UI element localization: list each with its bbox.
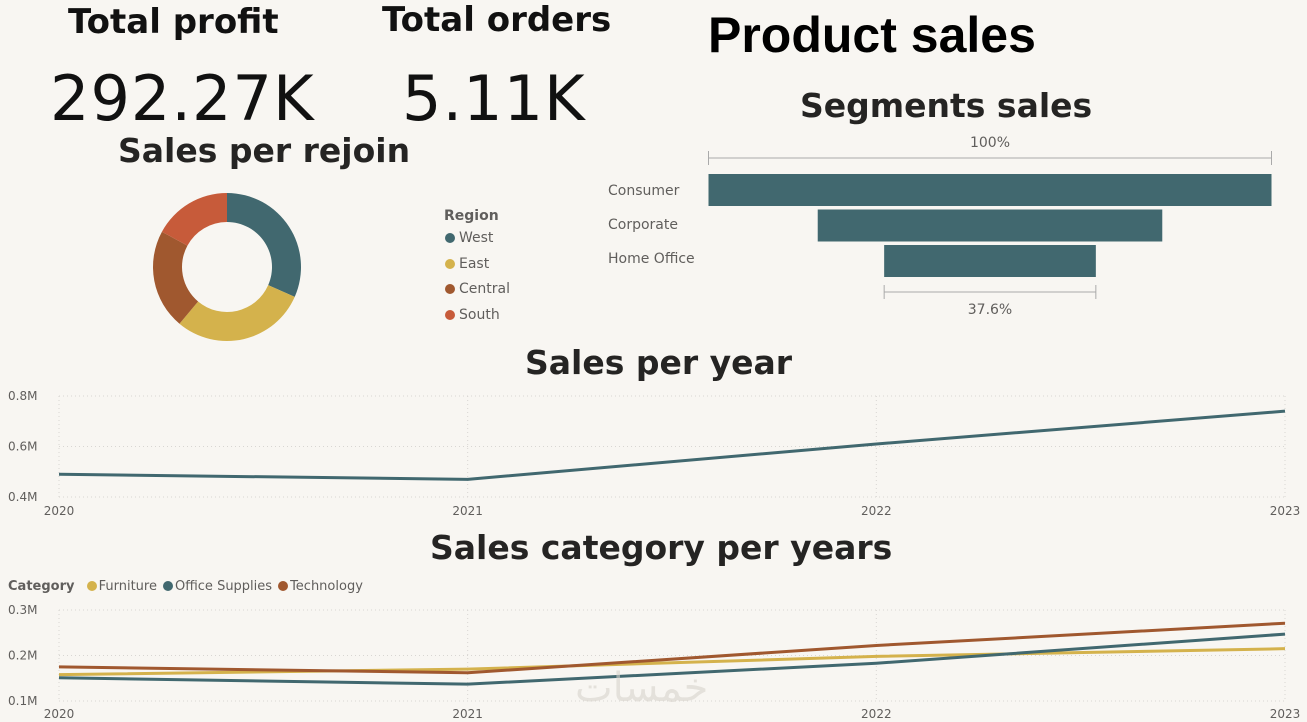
donut-slice-east[interactable] [179, 285, 295, 341]
series-line-furniture[interactable] [58, 647, 1286, 677]
legend-label: Office Supplies [174, 579, 273, 594]
legend-dot [278, 581, 289, 591]
funnel-category-label: Corporate [608, 217, 678, 233]
legend-label: Central [459, 281, 510, 297]
legend-label: Furniture [98, 579, 157, 594]
watermark-logo: خمسات [575, 665, 709, 711]
donut-slice-central[interactable] [153, 231, 199, 324]
x-tick-label: 2021 [452, 707, 483, 721]
funnel-category-label: Home Office [608, 251, 695, 267]
sales-per-year-title: Sales per year [525, 343, 793, 382]
segments-sales-funnel: 100% Consumer Corporate Home Office 37.6% [608, 135, 1272, 318]
legend-label: South [459, 306, 500, 323]
legend-item-furniture[interactable]: Furniture [86, 579, 157, 594]
legend-item-west[interactable]: West [445, 230, 493, 246]
y-tick-label: 0.8M [8, 389, 37, 403]
series-line-technology[interactable] [58, 621, 1286, 675]
x-tick-label: 2022 [861, 504, 892, 518]
page-title: Product sales [708, 7, 1036, 63]
funnel-category-label: Consumer [608, 183, 680, 199]
series-line-office-supplies[interactable] [58, 632, 1286, 686]
funnel-bottom-label: 37.6% [968, 302, 1012, 318]
legend-dot [445, 258, 455, 269]
series-line-sales[interactable] [58, 409, 1286, 481]
x-tick-label: 2021 [452, 504, 483, 518]
y-tick-label: 0.3M [8, 603, 37, 617]
donut-title: Sales per rejoin [118, 131, 411, 170]
total-orders-value: 5.11K [402, 62, 586, 135]
funnel-bar-corporate[interactable] [817, 209, 1163, 242]
category-legend: Category Furniture Office Supplies Technol… [8, 579, 363, 594]
y-tick-label: 0.1M [8, 694, 37, 708]
funnel-bar-home-office[interactable] [884, 245, 1096, 277]
sales-category-chart: 0.1M 0.2M 0.3M 2020 2021 2022 2023 [8, 603, 1301, 721]
region-legend-title: Region [444, 208, 499, 224]
legend-item-central[interactable]: Central [445, 281, 510, 297]
x-tick-label: 2020 [44, 504, 75, 518]
x-tick-label: 2023 [1270, 707, 1301, 721]
legend-dot [445, 233, 455, 243]
legend-item-technology[interactable]: Technology [278, 579, 363, 594]
sales-per-region-donut [153, 193, 301, 341]
funnel-title: Segments sales [800, 86, 1093, 125]
funnel-bar-consumer[interactable] [708, 174, 1272, 206]
x-tick-label: 2023 [1270, 504, 1301, 518]
y-tick-label: 0.4M [8, 490, 37, 504]
legend-item-south[interactable]: South [445, 307, 500, 323]
legend-item-office-supplies[interactable]: Office Supplies [162, 579, 273, 594]
legend-label: West [459, 230, 494, 246]
x-tick-label: 2020 [44, 707, 75, 721]
legend-dot [86, 581, 97, 591]
funnel-top-label: 100% [970, 135, 1010, 151]
legend-dot [445, 309, 455, 320]
sales-category-title: Sales category per years [430, 528, 893, 567]
total-profit-title: Total profit [68, 2, 279, 42]
legend-item-east[interactable]: East [445, 256, 489, 272]
donut-slice-west[interactable] [227, 193, 301, 297]
legend-dot [445, 284, 455, 294]
x-tick-label: 2022 [861, 707, 892, 721]
legend-label: Technology [290, 579, 363, 594]
donut-slice-south[interactable] [161, 193, 227, 246]
legend-dot [162, 581, 173, 591]
y-tick-label: 0.6M [8, 440, 37, 454]
category-legend-title: Category [8, 579, 75, 594]
total-orders-title: Total orders [382, 0, 612, 40]
total-profit-value: 292.27K [50, 62, 315, 135]
sales-per-year-chart: 0.4M 0.6M 0.8M 2020 2021 2022 2023 [8, 389, 1301, 518]
legend-label: East [459, 255, 490, 272]
y-tick-label: 0.2M [8, 649, 37, 663]
